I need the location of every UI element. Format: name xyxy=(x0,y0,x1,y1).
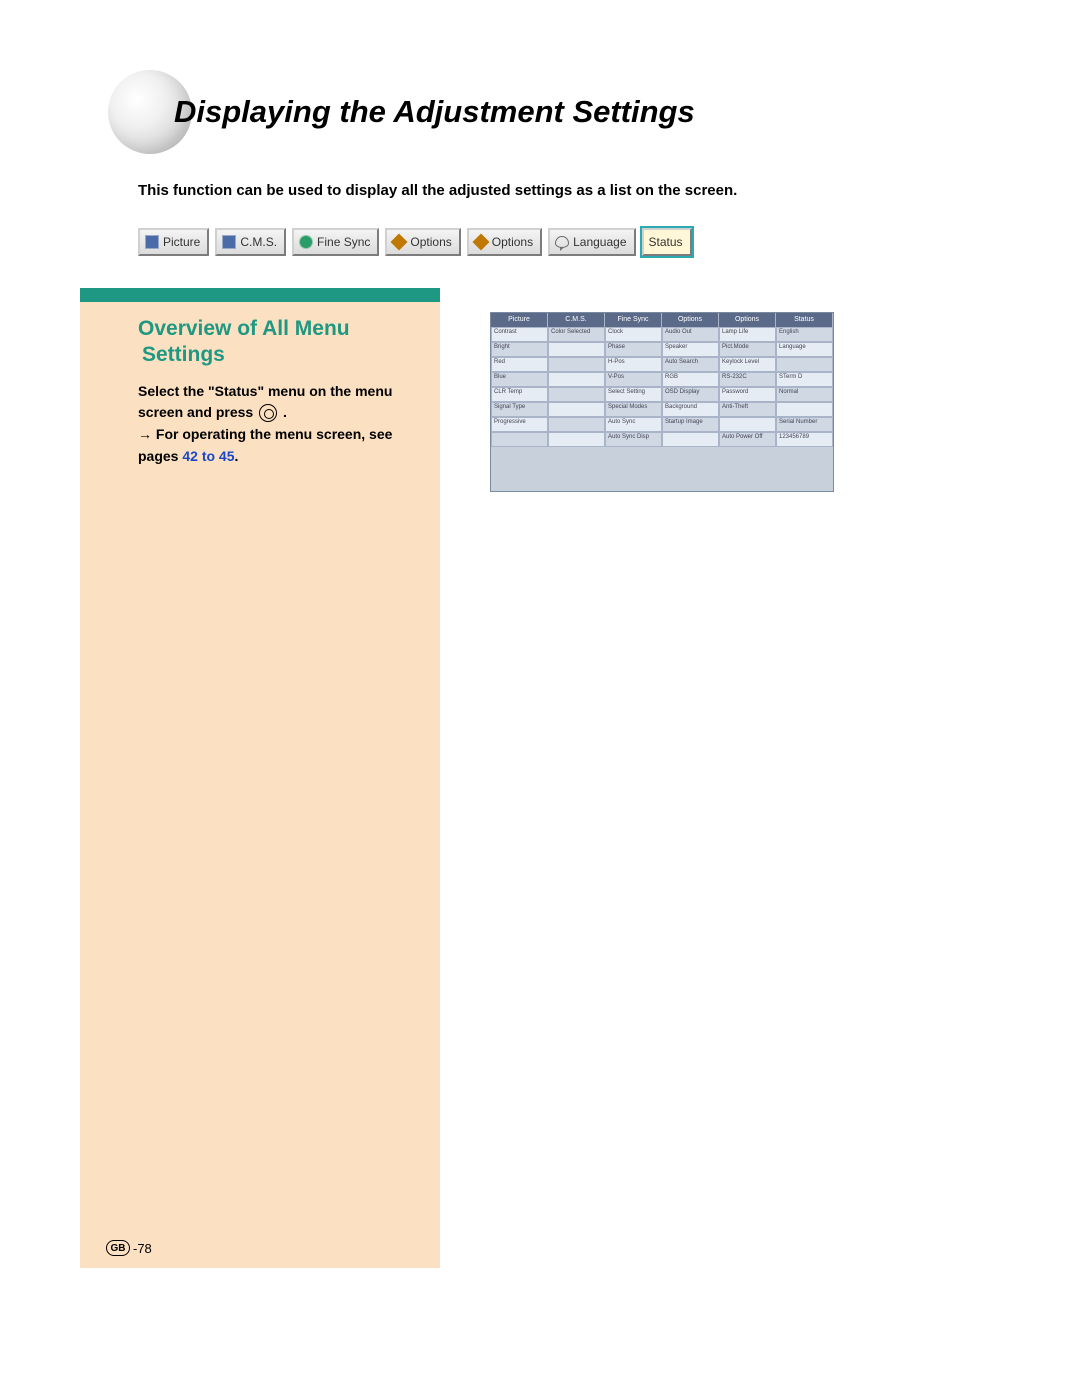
status-cell: H-Pos xyxy=(605,357,662,372)
status-cell xyxy=(548,432,605,447)
tab-status[interactable]: Status xyxy=(642,228,692,256)
tab-label: Fine Sync xyxy=(317,235,370,249)
page-title: Displaying the Adjustment Settings xyxy=(174,94,695,130)
status-cell: Auto Sync xyxy=(605,417,662,432)
tab-label: Picture xyxy=(163,235,200,249)
status-cell xyxy=(548,387,605,402)
instruction-line2b: . xyxy=(235,448,239,464)
content-band: Overview of All Menu Settings Select the… xyxy=(80,288,440,1268)
status-cell xyxy=(548,342,605,357)
tab-picture[interactable]: Picture xyxy=(138,228,209,256)
status-cell: Auto Search xyxy=(662,357,719,372)
tab-language[interactable]: Language xyxy=(548,228,635,256)
menu-tab-row: Picture C.M.S. Fine Sync Options Options… xyxy=(138,228,692,256)
status-cell: Normal xyxy=(776,387,833,402)
status-cell: Background xyxy=(662,402,719,417)
status-cell: Anti-Theft xyxy=(719,402,776,417)
enter-button-icon xyxy=(259,404,277,422)
status-header: C.M.S. xyxy=(548,313,605,327)
status-cell: STerm D xyxy=(776,372,833,387)
status-cell: Signal Type xyxy=(491,402,548,417)
status-cell: RGB xyxy=(662,372,719,387)
instruction-line1c: . xyxy=(283,404,287,420)
status-cell: Serial Number xyxy=(776,417,833,432)
tab-options-2[interactable]: Options xyxy=(467,228,542,256)
options-icon xyxy=(391,234,408,251)
status-header: Options xyxy=(662,313,719,327)
status-grid: ContrastColor SelectedClockAudio OutLamp… xyxy=(491,327,833,447)
status-cell xyxy=(548,402,605,417)
status-cell: Language xyxy=(776,342,833,357)
instruction-line2a: → For operating the menu screen, see pag… xyxy=(138,426,392,464)
status-cell xyxy=(548,372,605,387)
status-cell: Blue xyxy=(491,372,548,387)
status-cell: Startup Image xyxy=(662,417,719,432)
tab-options-1[interactable]: Options xyxy=(385,228,460,256)
status-cell xyxy=(548,417,605,432)
status-cell: Select Setting xyxy=(605,387,662,402)
status-cell: 123456789 xyxy=(776,432,833,447)
tab-label: Options xyxy=(410,235,451,249)
status-cell xyxy=(491,432,548,447)
cms-icon xyxy=(222,235,236,249)
tab-label: Options xyxy=(492,235,533,249)
status-cell: CLR Temp xyxy=(491,387,548,402)
page-link[interactable]: 42 to 45 xyxy=(182,448,234,464)
status-cell: Bright xyxy=(491,342,548,357)
status-cell: Phase xyxy=(605,342,662,357)
status-cell: English xyxy=(776,327,833,342)
tab-label: C.M.S. xyxy=(240,235,277,249)
status-header: Fine Sync xyxy=(605,313,662,327)
status-cell: RS-232C xyxy=(719,372,776,387)
finesync-icon xyxy=(299,235,313,249)
language-icon xyxy=(555,236,569,248)
title-wrap: Displaying the Adjustment Settings xyxy=(108,70,695,154)
section-title: Overview of All Menu Settings xyxy=(80,302,440,375)
status-cell: Pict.Mode xyxy=(719,342,776,357)
instruction-line1b: screen and press xyxy=(138,404,257,420)
status-cell: Progressive xyxy=(491,417,548,432)
status-cell xyxy=(776,402,833,417)
status-cell: Keylock Level xyxy=(719,357,776,372)
tab-cms[interactable]: C.M.S. xyxy=(215,228,286,256)
instruction-line1a: Select the "Status" menu on the menu xyxy=(138,383,392,399)
tab-label: Language xyxy=(573,235,626,249)
status-header: Options xyxy=(719,313,776,327)
status-screenshot: Picture C.M.S. Fine Sync Options Options… xyxy=(490,312,834,492)
status-cell: Auto Power Off xyxy=(719,432,776,447)
status-cell: OSD Display xyxy=(662,387,719,402)
region-badge: GB xyxy=(106,1240,130,1256)
status-cell: Special Modes xyxy=(605,402,662,417)
status-header-row: Picture C.M.S. Fine Sync Options Options… xyxy=(491,313,833,327)
options-icon xyxy=(472,234,489,251)
status-cell: Contrast xyxy=(491,327,548,342)
section-body: Select the "Status" menu on the menu scr… xyxy=(80,375,440,468)
status-header: Picture xyxy=(491,313,548,327)
status-cell: V-Pos xyxy=(605,372,662,387)
status-cell: Clock xyxy=(605,327,662,342)
picture-icon xyxy=(145,235,159,249)
status-cell: Speaker xyxy=(662,342,719,357)
accent-stripe xyxy=(80,288,440,302)
status-cell: Audio Out xyxy=(662,327,719,342)
tab-label: Status xyxy=(649,235,683,249)
status-cell xyxy=(719,417,776,432)
status-cell: Color Selected xyxy=(548,327,605,342)
page: Displaying the Adjustment Settings This … xyxy=(0,0,1080,1397)
status-cell: Lamp Life xyxy=(719,327,776,342)
status-cell: Red xyxy=(491,357,548,372)
status-cell: Auto Sync Disp xyxy=(605,432,662,447)
tab-finesync[interactable]: Fine Sync xyxy=(292,228,379,256)
status-header: Status xyxy=(776,313,833,327)
page-footer: GB -78 xyxy=(106,1240,152,1256)
status-cell xyxy=(776,357,833,372)
status-cell xyxy=(662,432,719,447)
page-number: -78 xyxy=(133,1241,152,1256)
intro-text: This function can be used to display all… xyxy=(138,182,737,199)
status-cell: Password xyxy=(719,387,776,402)
status-cell xyxy=(548,357,605,372)
